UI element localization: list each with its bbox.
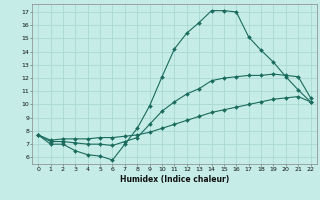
- X-axis label: Humidex (Indice chaleur): Humidex (Indice chaleur): [120, 175, 229, 184]
